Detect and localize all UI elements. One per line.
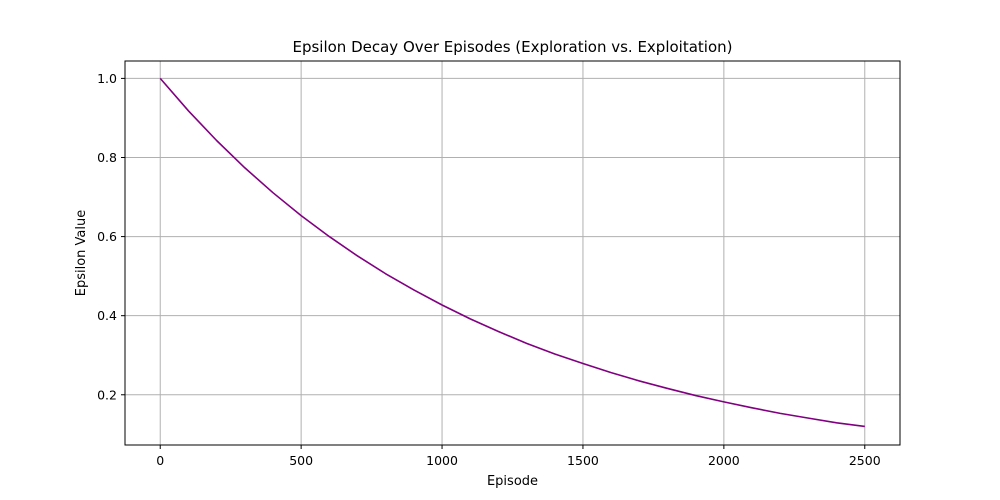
x-axis-label: Episode xyxy=(487,474,538,489)
y-axis-ticks: 0.2 0.4 0.6 0.8 1.0 xyxy=(97,71,125,402)
series-layer xyxy=(159,77,865,428)
chart-title: Epsilon Decay Over Episodes (Exploration… xyxy=(292,38,732,56)
plot-area-frame xyxy=(124,60,901,446)
y-tick-label: 0.2 xyxy=(97,387,117,402)
y-tick-label: 0.6 xyxy=(97,229,117,244)
x-tick-label: 500 xyxy=(289,453,313,468)
y-axis-label: Epsilon Value xyxy=(74,210,89,297)
grid xyxy=(125,61,900,445)
x-tick-label: 2500 xyxy=(849,453,881,468)
x-tick-label: 2000 xyxy=(708,453,740,468)
x-tick-label: 1500 xyxy=(567,453,599,468)
y-tick-label: 0.8 xyxy=(97,150,117,165)
epsilon-series-line xyxy=(159,77,865,428)
y-tick-label: 1.0 xyxy=(97,71,117,86)
y-tick-label: 0.4 xyxy=(97,308,117,323)
x-axis-ticks: 0 500 1000 1500 2000 2500 xyxy=(156,445,881,468)
x-tick-label: 1000 xyxy=(426,453,458,468)
x-tick-label: 0 xyxy=(156,453,164,468)
